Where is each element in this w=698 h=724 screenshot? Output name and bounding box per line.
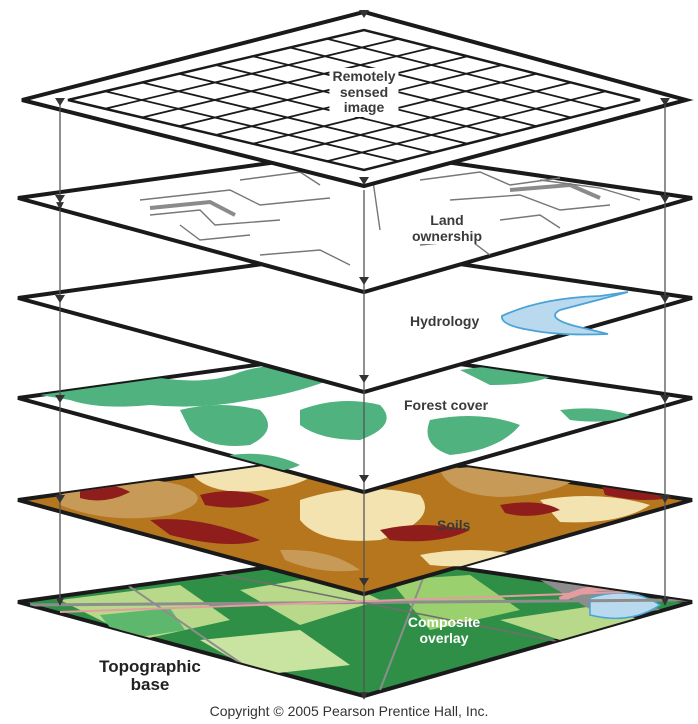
- grid-line: [289, 81, 572, 154]
- label-soils: Soils: [437, 517, 471, 533]
- layer-soils: [17, 449, 693, 597]
- layer-land-ownership: [17, 147, 693, 295]
- label-land-ownership: Land ownership: [408, 212, 486, 245]
- grid-line: [289, 46, 572, 119]
- label-remotely-sensed-image: Remotely sensed image: [329, 68, 399, 118]
- label-composite-overlay: Composite overlay: [407, 614, 481, 646]
- label-topographic-base: Topographic base: [99, 657, 201, 694]
- grid-line: [326, 90, 606, 163]
- connector-arrowheads: [55, 10, 670, 586]
- layer-forest-cover: [17, 347, 693, 495]
- label-hydrology: Hydrology: [410, 313, 480, 329]
- layer-hydrology: [17, 247, 693, 395]
- layer-composite: [17, 551, 693, 699]
- label-forest-cover: Forest cover: [404, 397, 489, 413]
- copyright-notice: Copyright © 2005 Pearson Prentice Hall, …: [209, 703, 489, 719]
- river-shape: [501, 291, 629, 336]
- grid-line: [326, 37, 606, 110]
